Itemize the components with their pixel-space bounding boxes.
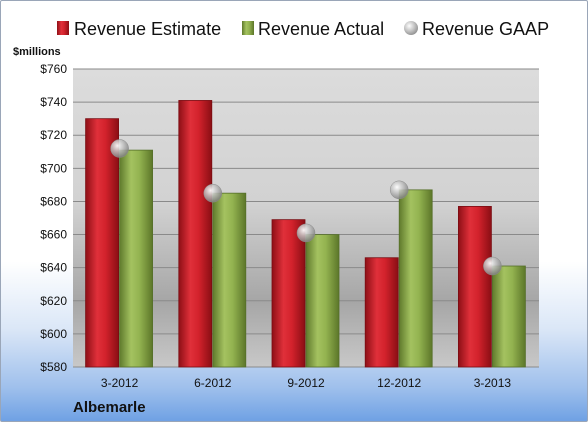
bar-revenue-estimate — [271, 219, 306, 368]
bar-revenue-estimate — [85, 118, 119, 368]
bar-revenue-actual — [305, 234, 340, 368]
x-tick-label: 9-2012 — [287, 376, 325, 390]
legend-swatch-revenue-estimate — [57, 21, 69, 35]
x-tick-label: 6-2012 — [194, 376, 232, 390]
marker-revenue-gaap — [389, 180, 409, 200]
x-tick-label: 3-2013 — [474, 376, 512, 390]
y-tick-label: $620 — [40, 294, 67, 308]
y-axis-unit-label: $millions — [13, 46, 61, 58]
y-tick-label: $600 — [40, 327, 67, 341]
bar-revenue-actual — [212, 192, 247, 368]
marker-revenue-gaap — [203, 183, 223, 203]
bar-revenue-actual — [398, 189, 433, 368]
bars — [85, 100, 526, 368]
y-tick-label: $760 — [40, 62, 67, 76]
marker-revenue-gaap — [110, 139, 129, 158]
legend-swatch-revenue-gaap — [404, 21, 418, 35]
y-tick-label: $680 — [40, 194, 67, 208]
y-tick-label: $580 — [40, 360, 67, 374]
company-name: Albemarle — [73, 399, 146, 416]
marker-revenue-gaap — [483, 256, 502, 276]
x-axis-ticks: 3-2012 6-2012 9-2012 12-2012 3-2013 — [101, 376, 511, 390]
legend-label-revenue-actual: Revenue Actual — [258, 19, 384, 39]
bar-revenue-estimate — [457, 206, 492, 368]
legend-label-revenue-gaap: Revenue GAAP — [422, 19, 549, 39]
bar-revenue-actual — [119, 149, 153, 368]
y-tick-label: $700 — [40, 161, 67, 175]
x-tick-label: 12-2012 — [377, 376, 421, 390]
y-tick-label: $640 — [40, 261, 67, 275]
legend: Revenue Estimate Revenue Actual Revenue … — [57, 19, 549, 39]
y-tick-label: $720 — [40, 128, 67, 142]
marker-revenue-gaap — [296, 223, 316, 243]
legend-label-revenue-estimate: Revenue Estimate — [74, 19, 221, 39]
legend-swatch-revenue-actual — [242, 21, 254, 35]
x-tick-label: 3-2012 — [101, 376, 139, 390]
bar-revenue-estimate — [364, 257, 399, 368]
bar-revenue-estimate — [178, 100, 213, 368]
y-tick-label: $660 — [40, 228, 67, 242]
gaap-markers — [110, 139, 502, 276]
y-tick-label: $740 — [40, 95, 67, 109]
y-axis-ticks: $580 $600 $620 $640 $660 $680 $700 $720 $740 $760 — [40, 62, 67, 374]
bar-revenue-actual — [491, 265, 526, 368]
